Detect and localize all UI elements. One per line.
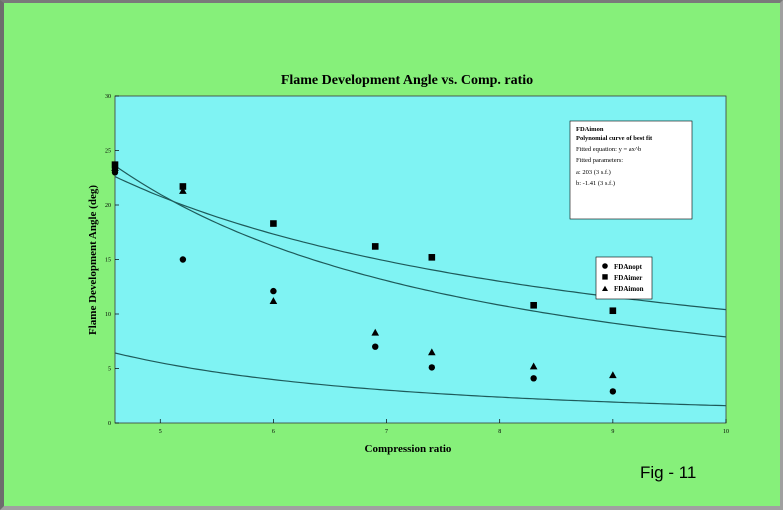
x-tick-label: 10 [723,429,729,435]
chart: Flame Development Angle vs. Comp. ratio … [87,73,729,455]
data-point-fdanopt [530,375,537,382]
fit-box-param-a: a: 203 (3 s.f.) [576,169,611,176]
fit-box-param-b: b: -1.41 (3 s.f.) [576,180,615,187]
fit-box-params-heading: Fitted parameters: [576,157,623,164]
fit-curve-fdaimon [114,165,727,338]
y-tick-label: 10 [105,312,111,318]
chart-title: Flame Development Angle vs. Comp. ratio [281,73,533,88]
legend-label-fdaimon: FDAimon [614,285,644,293]
data-point-fdaimer [270,220,277,227]
data-point-fdanopt [609,388,617,395]
legend-marker-fdanopt [602,263,608,269]
fit-box-series: FDAimon [576,126,604,133]
data-markers [111,161,617,395]
legend-label-fdaimer: FDAimer [614,274,642,282]
y-tick-label: 20 [105,203,111,209]
data-point-fdaimer [428,254,436,261]
y-axis-label: Flame Development Angle (deg) [87,185,99,335]
fit-info-box: FDAimon Polynomial curve of best fit Fit… [569,120,693,220]
data-point-fdaimon [529,362,538,370]
data-point-fdaimer [371,243,379,250]
fit-info-box-frame [569,120,693,220]
data-point-fdanopt [179,256,187,263]
data-point-fdanopt [372,343,379,350]
data-point-fdaimer [179,183,187,190]
fit-box-equation: Fitted equation: y = ax^b [576,146,641,153]
data-point-fdanopt [270,287,277,295]
data-point-fdaimon [269,297,278,304]
legend-marker-fdaimer [602,274,608,280]
figure-label: Fig - 11 [640,463,697,482]
data-point-fdaimon [371,328,380,336]
legend: FDAnopt FDAimer FDAimon [595,256,653,300]
data-point-fdaimon [179,187,187,194]
x-tick-label: 8 [498,429,501,435]
legend-marker-fdaimon [602,285,608,291]
x-tick-label: 9 [611,429,614,435]
y-tick-label: 0 [108,421,111,427]
x-tick-label: 6 [272,429,275,435]
fit-curve-fdanopt [114,352,727,407]
data-point-fdaimon [111,164,119,171]
y-tick-label: 5 [108,367,111,373]
x-tick-label: 5 [159,429,162,435]
data-point-fdanopt [428,364,436,371]
axis-ticks: 5 6 7 8 9 10 0 5 10 15 20 25 30 [105,94,729,435]
y-tick-label: 30 [105,94,111,100]
data-point-fdaimon [428,348,436,356]
x-axis-label: Compression ratio [365,443,452,455]
y-tick-label: 15 [105,258,111,264]
data-point-fdaimer [609,307,617,315]
y-tick-label: 25 [105,149,111,155]
x-tick-label: 7 [385,429,388,435]
data-point-fdaimon [609,371,617,379]
legend-label-fdanopt: FDAnopt [614,263,643,271]
data-point-fdaimer [530,301,537,309]
fit-box-heading: Polynomial curve of best fit [576,135,653,142]
